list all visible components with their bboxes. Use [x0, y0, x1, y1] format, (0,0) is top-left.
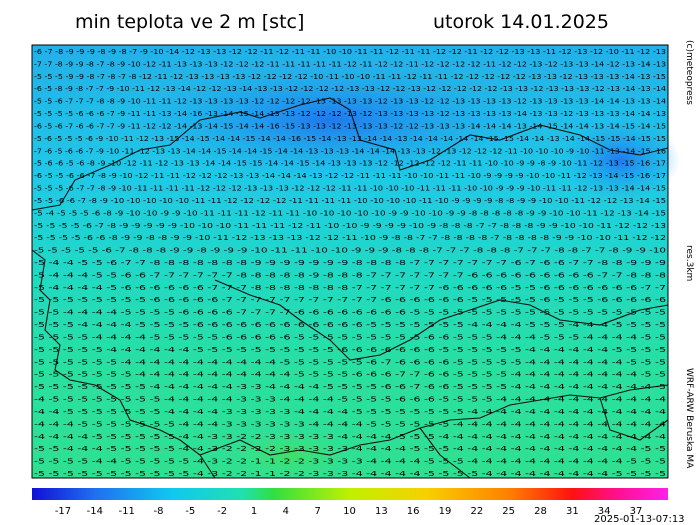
colorbar-label: -11: [118, 506, 134, 517]
grid-row: -5 -5 -5 -5 -6 -6 -8 -9 -9 -8 -8 -9 -9 -…: [34, 233, 666, 242]
grid-row: -4 -4 -5 -5 -5 -5 -5 -5 -5 -4 -4 -4 -4 -…: [34, 407, 667, 416]
grid-row: -5 -5 -5 -5 -4 -4 -5 -5 -5 -5 -5 -4 -3 -…: [34, 457, 666, 466]
colorbar-label: 16: [407, 506, 420, 517]
cold-area: [130, 60, 530, 180]
copyright: (c)meteopress: [684, 40, 694, 105]
warm-area: [230, 430, 350, 480]
grid-row: -5 -4 -4 -4 -4 -5 -6 -6 -6 -6 -6 -6 -7 -…: [34, 283, 666, 292]
colorbar-label: 22: [470, 506, 483, 517]
colorbar-label: -14: [87, 506, 103, 517]
grid-row: -5 -5 -5 -5 -5 -4 -4 -4 -4 -4 -4 -5 -5 -…: [34, 345, 666, 354]
grid-row: -5 -4 -4 -5 -5 -6 -7 -7 -8 -8 -8 -8 -8 -…: [34, 258, 667, 267]
grid-row: -7 -7 -8 -9 -9 -8 -7 -8 -9 -10 -12 -11 -…: [34, 59, 666, 68]
grid-row: -7 -6 -5 -6 -6 -7 -9 -10 -11 -12 -13 -13…: [34, 146, 666, 155]
grid-row: -4 -4 -4 -5 -5 -5 -5 -5 -5 -5 -4 -4 -4 -…: [34, 419, 667, 428]
value-grid: -6 -7 -8 -9 -9 -9 -8 -9 -8 -7 -9 -10 -14…: [34, 47, 667, 478]
grid-row: -5 -5 -5 -5 -5 -5 -5 -5 -4 -4 -4 -4 -4 -…: [34, 382, 666, 391]
grid-row: -5 -5 -5 -6 -7 -7 -8 -9 -10 -11 -11 -11 …: [34, 184, 666, 193]
colorbar-label: 25: [502, 506, 515, 517]
colorbar-label: 31: [566, 506, 579, 517]
colorbar-label: 4: [283, 506, 289, 517]
resolution: res.3km: [684, 245, 694, 281]
grid-row: -5 -5 -5 -5 -5 -6 -7 -8 -8 -8 -9 -9 -8 -…: [34, 246, 667, 255]
colorbar-label: -17: [55, 506, 71, 517]
grid-row: -5 -4 -4 -4 -5 -5 -6 -6 -7 -7 -7 -7 -7 -…: [34, 270, 667, 279]
grid-row: -6 -5 -6 -7 -6 -6 -7 -7 -9 -11 -12 -12 -…: [34, 121, 666, 130]
grid-row: -6 -5 -5 -6 -6 -7 -8 -9 -10 -12 -11 -11 …: [34, 171, 666, 180]
grid-row: -5 -5 -5 -5 -6 -6 -6 -7 -9 -11 -11 -13 -…: [34, 109, 666, 118]
colorbar: [32, 488, 668, 500]
map-date: utorok 14.01.2025: [433, 11, 609, 33]
grid-row: -5 -5 -5 -5 -5 -5 -4 -4 -4 -4 -4 -4 -4 -…: [34, 357, 666, 366]
colorbar-label: 10: [343, 506, 356, 517]
colorbar-label: 34: [598, 506, 611, 517]
colorbar-labels: -17 -14 -11 -8 -5 -2 1 4 7 10 13 16 19 22 25 28 31 34 37: [55, 506, 643, 517]
grid-row: -5 -5 -5 -9 -9 -8 -7 -8 -7 -8 -12 -11 -1…: [34, 72, 666, 81]
grid-row: -5 -5 -5 -5 -6 -7 -8 -9 -9 -9 -9 -9 -10 …: [34, 221, 666, 230]
grid-row: -5 -6 -6 -5 -6 -8 -9 -10 -12 -11 -12 -13…: [34, 159, 666, 168]
colorbar-label: 7: [314, 506, 320, 517]
colorbar-label: 37: [630, 506, 643, 517]
grid-row: -5 -5 -6 -7 -7 -7 -8 -8 -9 -10 -11 -11 -…: [34, 97, 666, 106]
colorbar-label: 19: [439, 506, 452, 517]
grid-row: -5 -4 -5 -5 -5 -6 -8 -9 -10 -10 -9 -9 -1…: [34, 208, 666, 217]
colorbar-label: 1: [251, 506, 257, 517]
grid-row: -5 -5 -5 -5 -4 -4 -4 -4 -5 -5 -5 -5 -5 -…: [34, 332, 666, 341]
colorbar-label: -8: [154, 506, 164, 517]
grid-row: -5 -5 -5 -5 -5 -5 -5 -4 -4 -4 -4 -4 -4 -…: [34, 370, 666, 379]
borders: [31, 97, 669, 479]
grid-row: -5 -5 -5 -5 -5 -5 -5 -5 -6 -6 -6 -6 -6 -…: [34, 295, 667, 304]
grid-row: -6 -7 -8 -9 -9 -9 -8 -9 -8 -7 -9 -10 -14…: [34, 47, 666, 56]
model-name: WRF-ARW Beruska MA: [684, 368, 694, 469]
grid-row: -5 -5 -5 -4 -4 -4 -4 -5 -5 -5 -5 -6 -6 -…: [34, 320, 666, 329]
grid-row: -5 -5 -4 -4 -4 -5 -5 -5 -5 -5 -4 -4 -3 -…: [34, 444, 666, 453]
map-frame: [31, 44, 669, 479]
timestamp: 2025-01-13-07:13: [594, 514, 685, 525]
grid-row: -5 -6 -5 -5 -5 -6 -9 -10 -11 -12 -13 -15…: [34, 134, 666, 143]
colorbar-label: -5: [185, 506, 195, 517]
colorbar-label: -2: [217, 506, 227, 517]
grid-row: -4 -5 -5 -5 -5 -5 -5 -5 -5 -4 -4 -4 -4 -…: [34, 395, 667, 404]
grid-row: -5 -5 -5 -5 -5 -5 -5 -5 -5 -5 -5 -4 -3 -…: [34, 469, 666, 478]
colorbar-label: 28: [534, 506, 547, 517]
map-title: min teplota ve 2 m [stc]: [75, 11, 304, 33]
grid-row: -5 -5 -6 -6 -7 -8 -9 -10 -10 -10 -10 -10…: [34, 196, 666, 205]
colorbar-label: 13: [375, 506, 388, 517]
grid-row: -5 -5 -4 -4 -4 -4 -5 -5 -5 -5 -6 -6 -6 -…: [34, 308, 666, 317]
grid-row: -6 -5 -8 -9 -8 -7 -7 -9 -10 -11 -12 -13 …: [34, 84, 666, 93]
grid-row: -4 -4 -4 -4 -5 -5 -5 -5 -5 -5 -4 -4 -3 -…: [34, 432, 667, 441]
